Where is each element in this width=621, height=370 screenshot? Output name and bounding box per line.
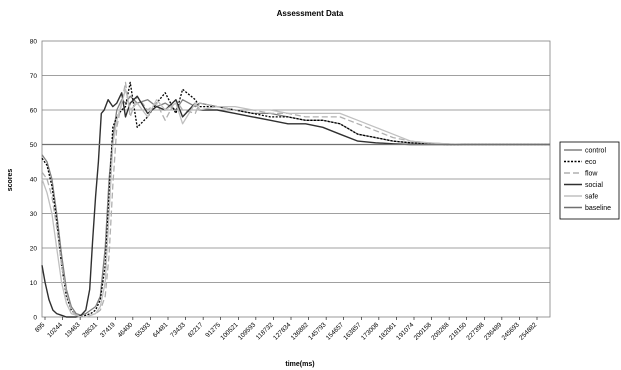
y-tick-label: 10 (30, 280, 38, 287)
legend-label-flow: flow (585, 171, 598, 178)
x-tick-label: 46400 (117, 321, 135, 339)
x-tick-label: 28531 (81, 321, 99, 339)
y-tick-label: 20 (30, 246, 38, 253)
legend-label-social: social (585, 182, 603, 189)
y-tick-label: 40 (30, 177, 38, 184)
x-tick-label: 163857 (342, 321, 363, 342)
x-tick-label: 173008 (360, 321, 381, 342)
x-tick-label: 254882 (518, 321, 539, 342)
x-tick-label: 182061 (378, 321, 399, 342)
x-tick-label: 118732 (255, 321, 275, 341)
x-tick-label: 209268 (430, 321, 451, 342)
legend-label-control: control (585, 148, 606, 155)
series-group (41, 81, 550, 318)
x-tick-labels: 895 10244 19463 28531 37419 46400 55393 64481 73… (34, 317, 539, 342)
y-tick-label: 0 (33, 315, 37, 322)
series-line-safe (41, 88, 550, 318)
x-tick-label: 218150 (448, 321, 469, 342)
x-tick-label: 245693 (501, 321, 522, 342)
y-tick-label: 80 (30, 39, 38, 46)
chart-title: Assessment Data (277, 9, 344, 18)
x-tick-label: 136882 (290, 321, 311, 342)
y-tick-label: 50 (30, 142, 38, 149)
x-tick-label: 73433 (169, 321, 187, 339)
x-tick-label: 191074 (395, 321, 416, 342)
x-tick-label: 10244 (46, 321, 64, 339)
series-line-social (41, 92, 550, 318)
legend-label-eco: eco (585, 159, 596, 166)
x-tick-label: 37419 (99, 321, 117, 339)
x-tick-label: 109593 (237, 321, 258, 342)
x-tick-label: 82217 (187, 321, 205, 339)
x-tick-label: 145793 (307, 321, 328, 342)
legend: control eco flow social safe baseline (559, 141, 620, 220)
legend-label-baseline: baseline (585, 205, 611, 212)
y-axis-label: scores (7, 169, 14, 192)
x-axis-label: time(ms) (285, 361, 314, 368)
x-tick-label: 55393 (134, 321, 152, 339)
legend-label-safe: safe (585, 194, 598, 201)
y-tick-labels: 0 10 20 30 40 50 60 70 80 (30, 39, 38, 322)
x-tick-label: 127834 (272, 321, 293, 342)
x-tick-label: 64481 (152, 321, 170, 339)
x-tick-label: 154657 (325, 321, 346, 342)
x-tick-label: 200158 (413, 321, 434, 342)
y-tick-label: 60 (30, 108, 38, 115)
x-tick-label: 19463 (64, 321, 82, 339)
series-line-eco (41, 81, 550, 318)
x-tick-label: 227398 (465, 321, 486, 342)
x-tick-label: 100521 (219, 321, 240, 342)
y-tick-label: 30 (30, 211, 38, 218)
x-tick-label: 895 (34, 321, 47, 334)
x-tick-label: 236489 (483, 321, 504, 342)
y-tick-label: 70 (30, 73, 38, 80)
legend-box (559, 141, 620, 220)
